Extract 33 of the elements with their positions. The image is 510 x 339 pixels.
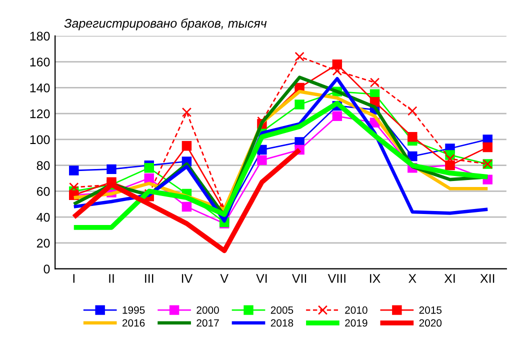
x-tick-label: VII bbox=[292, 274, 306, 283]
y-tick-label: 20 bbox=[36, 238, 50, 248]
x-tick-label: IV bbox=[182, 274, 193, 283]
chart-title: Зарегистрировано браков, тысяч bbox=[64, 18, 267, 30]
legend-label: 1995 bbox=[122, 306, 145, 314]
legend-label: 2016 bbox=[122, 319, 145, 327]
y-tick-label: 40 bbox=[36, 212, 50, 222]
x-tick-label: VIII bbox=[328, 274, 346, 283]
legend-label: 2000 bbox=[196, 306, 219, 314]
legend-label: 2010 bbox=[345, 306, 368, 314]
x-tick-label: III bbox=[145, 274, 154, 283]
x-tick-label: X bbox=[408, 274, 416, 283]
y-tick-label: 60 bbox=[36, 186, 50, 196]
y-tick-label: 160 bbox=[30, 58, 50, 66]
legend-label: 2018 bbox=[270, 319, 294, 327]
x-tick-label: IX bbox=[370, 274, 380, 283]
legend-label: 2019 bbox=[345, 319, 368, 327]
x-tick-label: II bbox=[109, 274, 114, 283]
x-tick-label: VI bbox=[256, 274, 267, 283]
x-tick-label: I bbox=[73, 274, 74, 283]
y-tick-label: 0 bbox=[44, 264, 50, 274]
y-tick-label: 180 bbox=[30, 32, 50, 41]
y-tick-label: 80 bbox=[36, 161, 50, 170]
x-tick-label: XII bbox=[480, 274, 494, 283]
legend-label: 2005 bbox=[270, 306, 294, 314]
legend-label: 2015 bbox=[419, 306, 442, 314]
legend-label: 2017 bbox=[196, 319, 219, 327]
legend-label: 2020 bbox=[419, 319, 442, 327]
y-tick-label: 120 bbox=[30, 109, 50, 118]
x-tick-label: V bbox=[220, 274, 228, 283]
y-tick-label: 140 bbox=[30, 83, 50, 92]
x-tick-label: XI bbox=[444, 274, 455, 283]
y-tick-label: 100 bbox=[30, 135, 50, 144]
